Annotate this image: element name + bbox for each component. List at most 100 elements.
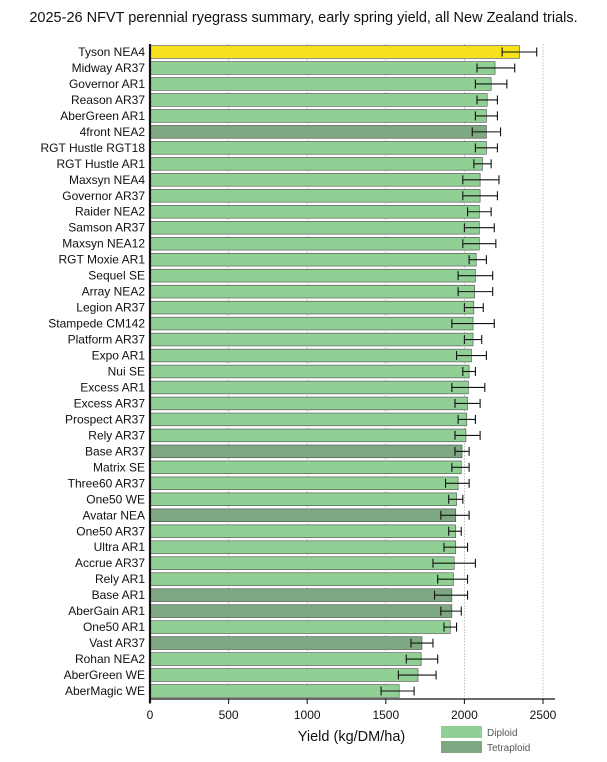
category-label: Excess AR1 (80, 380, 145, 394)
bar (149, 460, 462, 475)
bar (149, 237, 480, 251)
category-label: One50 WE (86, 492, 145, 506)
error-bar (454, 430, 481, 440)
error-bar (476, 95, 498, 105)
bar (149, 396, 468, 411)
error-bar (410, 638, 434, 648)
bar (149, 364, 470, 379)
category-label: Reason AR37 (71, 93, 145, 107)
bar (149, 221, 480, 235)
error-bar (463, 335, 483, 345)
category-label: AberGreen WE (64, 668, 145, 682)
bar (149, 61, 496, 75)
error-bar (473, 159, 492, 169)
error-bar (380, 686, 415, 696)
category-label: Three60 AR37 (68, 476, 146, 490)
x-tick-label: 2000 (451, 708, 478, 722)
bars (149, 45, 520, 698)
bar (149, 572, 454, 586)
category-label: Vast AR37 (89, 636, 145, 650)
error-bar (457, 287, 494, 297)
bar (149, 141, 487, 155)
error-bar (405, 654, 439, 664)
error-bar (451, 462, 470, 472)
axes: 0 500 1000 1500 2000 2500 (147, 44, 557, 722)
category-labels: Tyson NEA4 Midway AR37 Governor AR1 Reason … (41, 45, 146, 698)
category-label: RGT Moxie AR1 (59, 253, 146, 267)
category-label: Ultra AR1 (94, 540, 146, 554)
category-label: Base AR37 (85, 444, 145, 458)
error-bar (474, 143, 498, 153)
error-bar (476, 63, 516, 73)
category-label: Raider NEA2 (75, 205, 145, 219)
bar (149, 157, 483, 171)
error-bar (440, 510, 470, 520)
bar (149, 380, 469, 395)
legend: Diploid Tetraploid (441, 726, 530, 754)
error-bar (448, 526, 462, 536)
error-bar (448, 494, 464, 504)
category-label: Maxsyn NEA4 (69, 173, 145, 187)
category-label: Samson AR37 (68, 221, 145, 235)
error-bar (501, 47, 538, 57)
bar (149, 268, 476, 283)
error-bar (454, 398, 481, 408)
legend-item: Diploid (441, 726, 518, 739)
bar (149, 284, 475, 299)
bar (149, 524, 457, 538)
bar (149, 77, 492, 91)
error-bar (397, 670, 437, 680)
bar (149, 428, 467, 443)
category-label: AberGreen AR1 (60, 109, 145, 123)
bar (149, 652, 422, 666)
bar (149, 556, 455, 570)
error-bar (437, 574, 469, 584)
category-label: RGT Hustle RGT18 (41, 141, 146, 155)
error-bar (462, 191, 498, 201)
category-label: Excess AR37 (74, 396, 146, 410)
bar (149, 412, 468, 427)
category-label: One50 AR1 (83, 620, 145, 634)
category-label: Midway AR37 (72, 61, 146, 75)
error-bar (462, 239, 497, 249)
x-tick-label: 1000 (294, 708, 321, 722)
bar (149, 332, 474, 347)
bar (149, 540, 457, 554)
legend-swatch (441, 741, 482, 753)
error-bar (454, 446, 470, 456)
category-label: Maxsyn NEA12 (62, 237, 145, 251)
error-bar (444, 478, 470, 488)
bar (149, 173, 481, 187)
bar (149, 636, 423, 650)
category-label: Platform AR37 (68, 333, 146, 347)
category-label: Expo AR1 (92, 349, 146, 363)
bar (149, 684, 400, 698)
legend-item: Tetraploid (441, 741, 530, 754)
error-bar (432, 558, 476, 568)
error-bar (451, 383, 486, 392)
category-label: Avatar NEA (83, 508, 145, 522)
category-label: Governor AR1 (69, 77, 145, 91)
error-bar (451, 319, 495, 329)
bar (149, 205, 480, 219)
category-label: Nui SE (108, 365, 145, 379)
bar (149, 300, 475, 315)
x-tick-label: 0 (147, 708, 154, 722)
error-bar (443, 542, 469, 552)
category-label: 4front NEA2 (80, 125, 146, 139)
category-label: One50 AR37 (76, 524, 145, 538)
bar (149, 668, 419, 682)
x-tick-label: 2500 (530, 708, 557, 722)
bar (149, 444, 463, 459)
legend-label: Diploid (487, 728, 518, 739)
category-label: Rely AR37 (88, 428, 145, 442)
error-bar (463, 223, 495, 233)
error-bars (380, 47, 538, 696)
bar (149, 508, 457, 522)
category-label: Legion AR37 (76, 301, 145, 315)
bar (149, 476, 459, 491)
error-bar (474, 111, 498, 121)
bar (149, 588, 453, 602)
category-label: Governor AR37 (62, 189, 145, 203)
